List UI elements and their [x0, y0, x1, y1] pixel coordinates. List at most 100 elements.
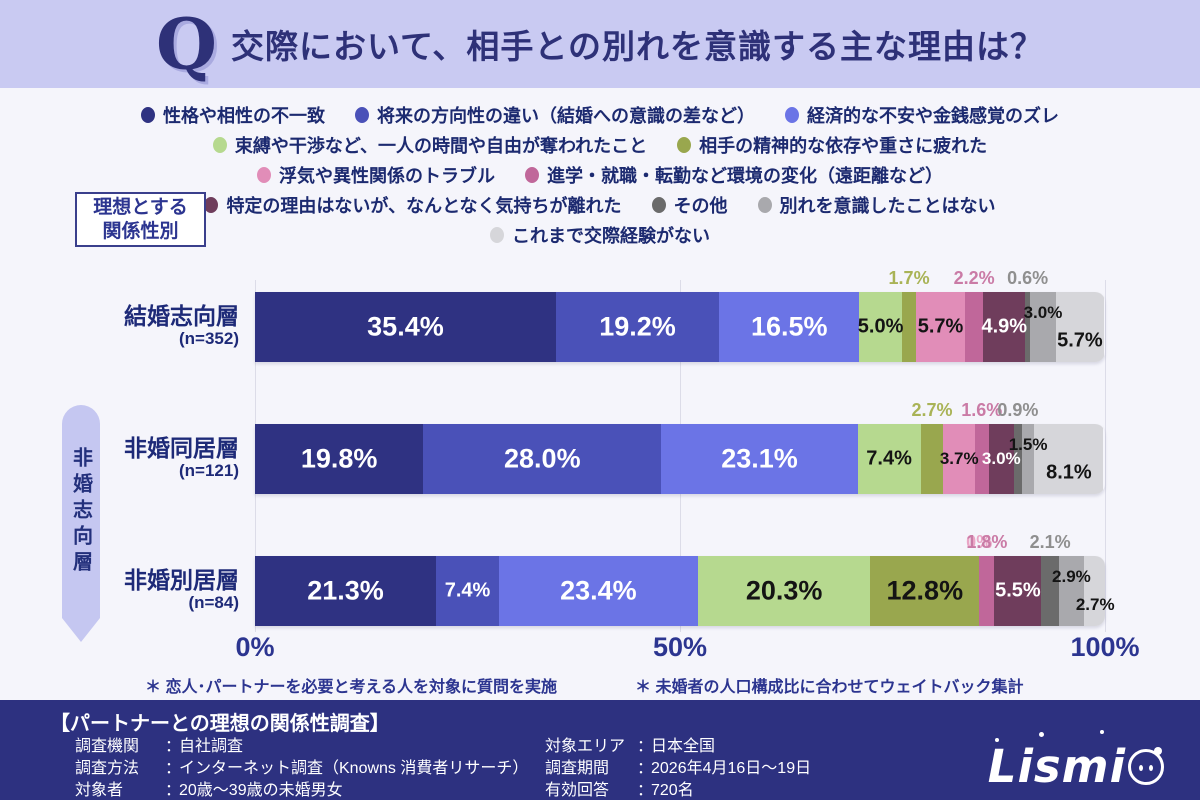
segment-value-label: 3.7% — [939, 449, 979, 468]
footer-info-value: インターネット調査（Knowns 消費者リサーチ） — [179, 760, 529, 777]
legend-item: これまで交際経験がない — [490, 222, 710, 248]
footer-info-line: 有効回答 ： 720名 — [545, 780, 811, 800]
segment-value-label: 16.5% — [750, 311, 828, 342]
bar-segment — [1030, 292, 1056, 362]
footer-info-label: 対象エリア — [545, 738, 626, 755]
segment-value-label: 28.0% — [504, 443, 581, 474]
footer-info-label: 有効回答 — [545, 782, 610, 799]
bar-segment — [943, 424, 975, 494]
footer-band: 【パートナーとの理想の関係性調査】 調査機関：自社調査 調査方法：インターネット調… — [0, 700, 1200, 800]
legend-row: 束縛や干渉など、一人の時間や自由が奪われたこと 相手の精神的な依存や重さに疲れた — [0, 132, 1200, 158]
bar-segment — [1014, 424, 1022, 494]
bar-segment — [1055, 292, 1105, 362]
segment-value-label: 2.1% — [1029, 532, 1071, 552]
legend-item-label: 進学・就職・転勤など環境の変化（遠距離など） — [547, 166, 943, 186]
bar-segment — [1041, 556, 1060, 626]
bar-labels: 35.4% 19.2% 16.5% 5.0% 1.7% 5.7% 2.2% 4.9% 0.6% 3… — [255, 268, 1105, 362]
logo-sparkle-dot — [995, 738, 999, 742]
footer-colon: ： — [637, 782, 654, 799]
legend-row: 性格や相性の不一致 将来の方向性の違い（結婚への意識の差など） 経済的な不安や金銭感… — [0, 102, 1200, 128]
lismi-mascot-icon — [1128, 746, 1164, 785]
legend-item-label: これまで交際経験がない — [512, 226, 710, 246]
chart-row-3: 非婚別居層 (n=84) 21.3% 7.4% 23.4% 20.3% 12.8% 0% 1.8… — [0, 532, 1200, 626]
segment-value-label: 5.7% — [1057, 329, 1103, 352]
bar-segment — [555, 292, 720, 362]
chart-row-1: 結婚志向層 (n=352) 35.4% 19.2% 16.5% 5.0% 1.7% 5.7% 2… — [0, 268, 1200, 362]
segment-value-label: 21.3% — [307, 575, 384, 606]
footer-colon: ： — [165, 760, 182, 777]
footer-colon: ： — [165, 738, 182, 755]
bar-labels: 21.3% 7.4% 23.4% 20.3% 12.8% 0% 1.8% 5.5% 2.1% 2.… — [255, 532, 1114, 626]
segment-value-label: 12.8% — [886, 575, 964, 606]
footer-colon: ： — [165, 782, 182, 799]
stacked-bar: 35.4% 19.2% 16.5% 5.0% 1.7% 5.7% 2.2% 4.9% 0.6% 3… — [255, 268, 1105, 362]
bar-segment — [255, 292, 556, 362]
chart-legend: 性格や相性の不一致 将来の方向性の違い（結婚への意識の差など） 経済的な不安や金銭感… — [0, 102, 1200, 248]
sample-size: (n=84) — [188, 593, 239, 613]
legend-color-dot-icon — [141, 107, 155, 123]
footer-info-value: 自社調査 — [179, 738, 244, 755]
x-axis-tick-label: 50% — [652, 632, 708, 662]
legend-color-dot-icon — [355, 107, 369, 123]
segment-value-label: 19.8% — [300, 443, 378, 474]
legend-item: 将来の方向性の違い（結婚への意識の差など） — [355, 102, 755, 128]
segment-value-label: 23.4% — [560, 575, 637, 606]
legend-item: 束縛や干渉など、一人の時間や自由が奪われたこと — [212, 132, 647, 158]
bar-segment — [1025, 292, 1031, 362]
footer-info-line: 調査機関 ：自社調査 — [75, 736, 528, 757]
segment-value-label: 4.9% — [981, 315, 1028, 338]
row-category-label: 結婚志向層 (n=352) — [0, 292, 247, 362]
segment-value-label: 5.7% — [917, 315, 964, 338]
footer-info-line: 調査期間 ： 2026年4月16日〜19日 — [545, 758, 811, 779]
legend-color-dot-icon — [757, 197, 772, 213]
lismi-logo-text: Lismi — [987, 740, 1126, 793]
group-pill-tip — [62, 618, 100, 642]
bar-labels: 19.8% 28.0% 23.1% 7.4% 2.7% 3.7% 1.6% 3.0% 0.9% 1… — [255, 400, 1105, 494]
segment-value-label: 1.8% — [966, 532, 1008, 552]
bar-segment — [870, 556, 980, 626]
bar-segment — [916, 292, 965, 362]
bar-segment — [979, 556, 995, 626]
segment-value-label: 2.7% — [1075, 595, 1115, 614]
segment-value-label: 2.2% — [953, 268, 995, 288]
footer-survey-title: 【パートナーとの理想の関係性調査】 — [50, 713, 390, 735]
footnote-1: ＊ 恋人･パートナーを必要と考える人を対象に質問を実施 — [145, 679, 557, 696]
row-category-label: 非婚同居層 (n=121) — [0, 424, 247, 494]
logo-sparkle-dot — [1039, 732, 1044, 737]
x-axis-tick-label: 0% — [235, 632, 275, 662]
bar-segment — [255, 424, 424, 494]
category-name: 非婚同居層 — [124, 435, 239, 462]
legend-item: 経済的な不安や金銭感覚のズレ — [785, 102, 1059, 128]
bar-segment — [988, 424, 1014, 494]
footer-info-label: 調査期間 — [545, 760, 610, 777]
bar-segment — [1021, 424, 1035, 494]
legend-color-dot-icon — [212, 137, 227, 153]
segment-value-label: 7.4% — [866, 447, 912, 470]
segment-value-label: 7.4% — [444, 579, 491, 602]
legend-item: 相手の精神的な依存や重さに疲れた — [677, 132, 987, 158]
bar-segment — [498, 556, 698, 626]
legend-color-dot-icon — [490, 227, 504, 243]
bar-segment — [901, 292, 917, 362]
bar-segment — [719, 292, 860, 362]
bar-segment — [1083, 556, 1105, 626]
legend-item-label: 性格や相性の不一致 — [163, 106, 325, 126]
segment-value-label: 3.0% — [981, 449, 1021, 468]
segment-value-label: 35.4% — [367, 311, 444, 342]
segment-value-label: 1.7% — [888, 268, 930, 288]
footer-info-label: 調査方法 — [75, 760, 140, 777]
legend-color-dot-icon — [785, 107, 799, 123]
segment-value-label: 2.9% — [1052, 567, 1091, 586]
bar-segment — [255, 556, 437, 626]
legend-color-dot-icon — [651, 197, 666, 213]
bar-segments — [255, 556, 1105, 626]
sample-size: (n=121) — [179, 461, 239, 481]
legend-row: これまで交際経験がない — [0, 222, 1200, 248]
footer-colon: ： — [637, 738, 654, 755]
segment-value-label: 19.2% — [599, 311, 676, 342]
sample-size: (n=352) — [179, 329, 239, 349]
segment-value-label: 5.5% — [995, 579, 1041, 602]
legend-color-dot-icon — [677, 137, 692, 153]
footer-info-label: 対象者 — [75, 782, 124, 799]
